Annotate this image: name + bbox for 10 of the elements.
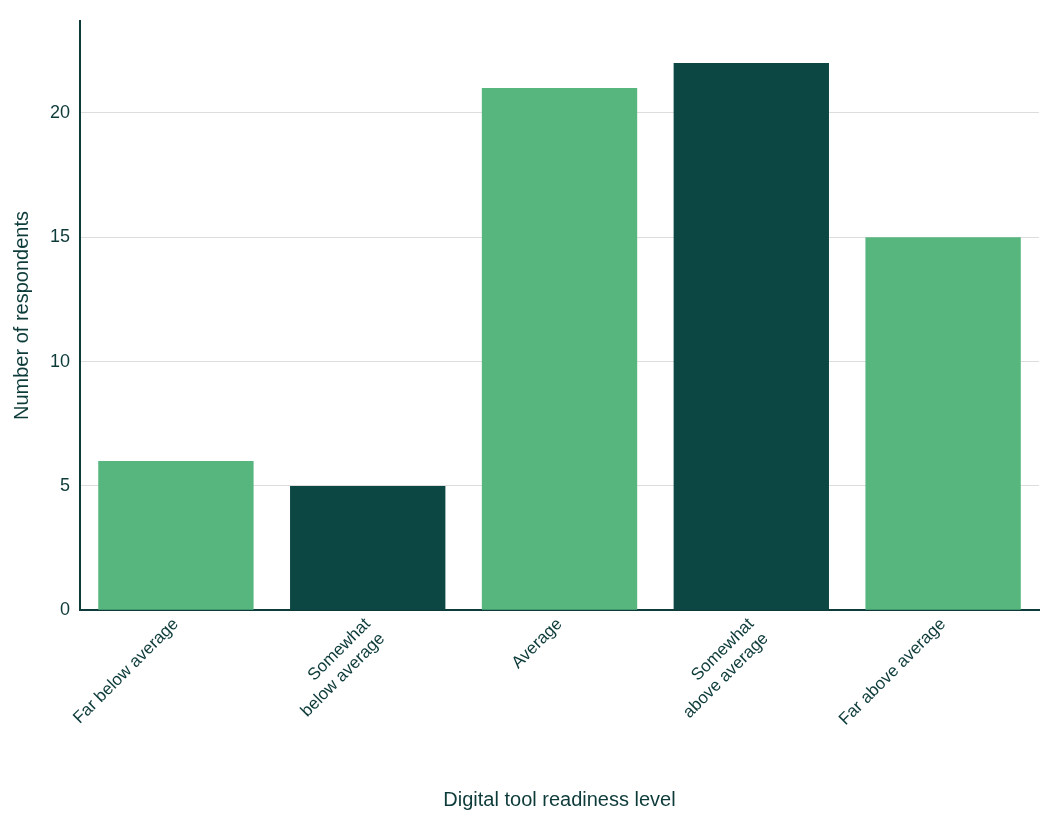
y-tick-label: 20: [49, 101, 71, 122]
y-tick-label: 10: [49, 350, 71, 371]
y-axis-title: Number of respondents: [9, 211, 32, 421]
y-tick-label: 0: [60, 599, 71, 620]
x-axis-title: Digital tool readiness level: [443, 787, 676, 810]
bar: [98, 461, 254, 610]
bar: [865, 237, 1021, 610]
y-tick-label: 15: [49, 226, 71, 247]
y-tick-label: 5: [60, 474, 71, 495]
bar: [481, 87, 638, 610]
